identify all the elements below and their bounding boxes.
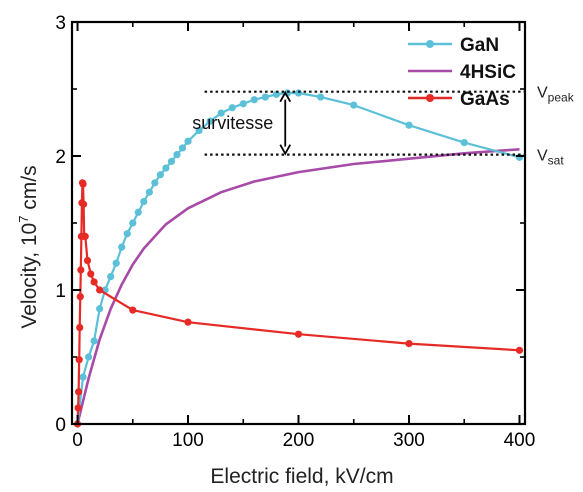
- data-point-gan: [151, 179, 159, 187]
- data-point-gan: [294, 89, 303, 97]
- data-point-gaas: [184, 318, 192, 326]
- series-line-4hsic: [76, 148, 520, 425]
- data-point-gan: [129, 219, 137, 227]
- x-axis-title: Electric field, kV/cm: [210, 465, 393, 488]
- data-point-gaas: [83, 256, 92, 265]
- data-point-gan: [217, 109, 225, 117]
- data-point-gaas: [80, 200, 88, 208]
- data-point-gan: [261, 93, 269, 101]
- data-point-gaas: [76, 293, 84, 301]
- data-point-gan: [228, 104, 236, 112]
- data-point-gaas: [515, 346, 524, 354]
- data-point-gan: [206, 117, 214, 125]
- data-point-gan: [195, 126, 203, 135]
- data-point-gan: [167, 157, 176, 165]
- data-point-gaas: [75, 356, 83, 364]
- x-tick-label: 300: [393, 430, 425, 451]
- data-point-gaas: [96, 286, 104, 294]
- x-tick-label: 400: [504, 430, 536, 451]
- data-point-gan: [140, 197, 148, 206]
- reference-label-sat: Vsat: [537, 148, 564, 168]
- axis-ticks: 0 100 200 300 400 0 1 2 3: [55, 13, 535, 451]
- series-line-gan: [76, 91, 520, 425]
- data-point-gan: [118, 243, 126, 251]
- y-axis-title-main: Velocity, 10: [18, 223, 41, 329]
- data-point-gan: [460, 139, 468, 147]
- reference-lines: Vpeak Vsat survitesse: [192, 85, 574, 168]
- plot-area-border: [70, 20, 527, 426]
- legend-marker-gan: [426, 40, 434, 48]
- x-tick-label: 0: [72, 430, 83, 451]
- survitesse-arrow-head-up: [279, 90, 292, 103]
- data-point-gan: [79, 373, 87, 381]
- y-tick-label: 0: [55, 415, 66, 436]
- survitesse-arrow-head-down: [279, 144, 292, 156]
- y-axis-title-unit: cm/s: [18, 165, 41, 215]
- reference-label-peak: Vpeak: [537, 85, 575, 105]
- data-point-gaas: [79, 180, 87, 188]
- legend: GaN 4HSiC GaAs: [408, 35, 516, 110]
- data-point-gaas: [75, 388, 83, 396]
- data-point-gan: [84, 353, 93, 361]
- data-point-gaas: [77, 266, 85, 274]
- data-point-gan: [239, 100, 247, 108]
- y-tick-label: 3: [55, 13, 66, 34]
- data-point-gan: [316, 93, 325, 101]
- data-point-gan: [123, 230, 131, 238]
- data-point-gan: [112, 259, 120, 267]
- data-point-gan: [250, 96, 258, 104]
- data-point-gaas: [87, 270, 95, 278]
- y-tick-label: 2: [55, 147, 66, 168]
- data-point-gan: [145, 188, 153, 196]
- data-point-gan: [134, 208, 142, 216]
- x-tick-label: 200: [283, 430, 315, 451]
- legend-label-gan: GaN: [460, 35, 499, 56]
- data-point-gaas: [90, 278, 98, 286]
- plot-frame: [70, 20, 527, 426]
- data-point-gaas: [74, 404, 82, 412]
- series-layer: [73, 89, 524, 428]
- data-point-gaas: [129, 306, 137, 314]
- y-axis-title-exponent: 7: [16, 216, 31, 223]
- data-point-gan: [405, 121, 413, 129]
- data-point-gan: [184, 137, 192, 145]
- data-point-gan: [90, 337, 98, 345]
- series-line-gaas: [76, 181, 520, 425]
- legend-marker-gaas: [426, 94, 434, 102]
- data-point-gan: [107, 273, 115, 281]
- legend-label-gaas: GaAs: [460, 89, 510, 110]
- y-axis-title: Velocity, 107 cm/s: [16, 165, 41, 328]
- x-tick-label: 100: [172, 430, 204, 451]
- data-point-gan: [178, 144, 187, 152]
- data-point-gaas: [81, 232, 89, 240]
- y-tick-label: 1: [55, 281, 66, 302]
- data-point-gaas: [294, 330, 303, 338]
- data-point-gan: [350, 101, 358, 109]
- data-point-gaas: [76, 323, 84, 332]
- data-point-gan: [96, 305, 104, 313]
- data-point-gan: [156, 171, 164, 179]
- data-point-gaas: [405, 340, 413, 348]
- data-point-gan: [162, 164, 170, 172]
- data-point-gan: [173, 151, 181, 159]
- legend-label-4hsic: 4HSiC: [460, 62, 516, 83]
- survitesse-label: survitesse: [192, 113, 273, 133]
